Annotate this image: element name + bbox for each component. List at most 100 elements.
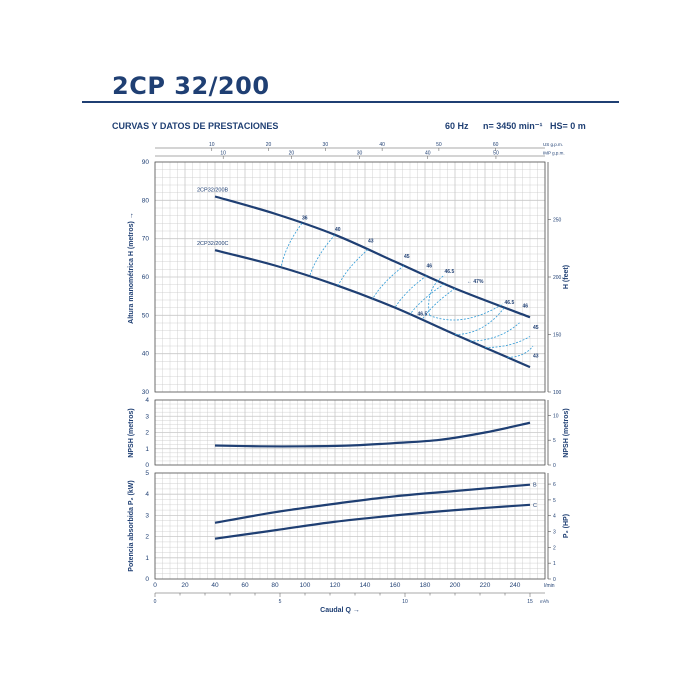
efficiency-label: 46 bbox=[523, 304, 529, 310]
efficiency-line bbox=[469, 322, 520, 342]
npsh-y-tick-label: 0 bbox=[145, 462, 149, 469]
x-tick-label: 140 bbox=[360, 582, 371, 589]
hp-axis-tick-label: 6 bbox=[553, 482, 556, 488]
efficiency-label: 46.5 bbox=[418, 311, 428, 317]
power-label-c: C bbox=[533, 503, 537, 509]
hp-axis-tick-label: 0 bbox=[553, 577, 556, 583]
efficiency-line bbox=[428, 274, 445, 316]
model-title: 2CP 32/200 bbox=[112, 72, 270, 100]
power-axis-title: Potencia absorbida P₂ (kW) bbox=[128, 480, 135, 571]
m3h-tick-label: 10 bbox=[402, 599, 408, 605]
efficiency-label: 45 bbox=[404, 254, 410, 260]
efficiency-label: 40 bbox=[335, 227, 341, 233]
imp-gpm-tick-label: 40 bbox=[425, 151, 431, 157]
npsh-y-tick-label: 4 bbox=[145, 397, 149, 404]
npsh-frame bbox=[154, 399, 546, 466]
x-tick-label: 40 bbox=[211, 582, 219, 589]
head-y-tick-label: 40 bbox=[142, 351, 150, 358]
hp-axis-title: P₂ (HP) bbox=[563, 514, 570, 538]
npsh-axis-title: NPSH (metros) bbox=[128, 408, 135, 457]
power-y-tick-label: 0 bbox=[145, 576, 149, 583]
efficiency-line bbox=[372, 265, 405, 300]
m3h-tick-label: 0 bbox=[154, 599, 157, 605]
x-axis-title: Caudal Q → bbox=[320, 607, 360, 614]
x-tick-label: 0 bbox=[153, 582, 157, 589]
efficiency-line bbox=[429, 303, 504, 321]
efficiency-label: 46 bbox=[427, 263, 433, 269]
curve-label-c: 2CP32/200C bbox=[197, 241, 229, 247]
npsh-right-axis-tick-label: 0 bbox=[553, 463, 556, 469]
npsh-right-title: NPSH (metros) bbox=[563, 408, 570, 457]
lmin-unit: l/min bbox=[544, 583, 555, 589]
power-curve-b bbox=[214, 483, 531, 524]
efficiency-line bbox=[409, 283, 445, 315]
us-gpm-tick-label: 60 bbox=[493, 142, 499, 148]
x-tick-label: 20 bbox=[181, 582, 189, 589]
power-y-tick-label: 2 bbox=[145, 534, 149, 541]
efficiency-label: 36 bbox=[302, 216, 308, 222]
power-frame bbox=[154, 472, 546, 580]
m3h-unit: m³/h bbox=[540, 599, 549, 604]
feet-axis-title: H (feet) bbox=[563, 265, 570, 289]
head-y-tick-label: 90 bbox=[142, 159, 150, 166]
head-y-tick-label: 30 bbox=[142, 389, 150, 396]
imp-gpm-tick-label: 50 bbox=[493, 151, 499, 157]
efficiency-label: 46.5 bbox=[505, 300, 515, 306]
us-gpm-tick-label: 40 bbox=[379, 142, 385, 148]
head-axis-title: Altura manométrica H (metros) → bbox=[128, 212, 135, 324]
power-y-tick-label: 5 bbox=[145, 470, 149, 477]
x-tick-label: 200 bbox=[450, 582, 461, 589]
curve-label-b: 2CP32/200B bbox=[197, 188, 229, 194]
x-tick-label: 100 bbox=[300, 582, 311, 589]
x-tick-label: 160 bbox=[390, 582, 401, 589]
head-frame bbox=[154, 161, 546, 393]
imp-gpm-tick-label: 10 bbox=[220, 151, 226, 157]
x-tick-label: 80 bbox=[271, 582, 279, 589]
hs-label: HS= 0 m bbox=[550, 121, 586, 131]
m3h-tick-label: 15 bbox=[527, 599, 533, 605]
x-tick-label: 240 bbox=[510, 582, 521, 589]
us-gpm-tick-label: 30 bbox=[323, 142, 329, 148]
us-gpm-tick-label: 10 bbox=[209, 142, 215, 148]
imp-gpm-tick-label: 20 bbox=[289, 151, 295, 157]
speed-label: n= 3450 min⁻¹ bbox=[483, 121, 543, 131]
title-rule bbox=[82, 101, 619, 103]
efficiency-label: 43 bbox=[368, 239, 374, 245]
us-gpm-tick-label: 50 bbox=[436, 142, 442, 148]
hp-axis-tick-label: 2 bbox=[553, 545, 556, 551]
efficiency-line bbox=[309, 234, 336, 277]
head-y-tick-label: 70 bbox=[142, 236, 150, 243]
imp-gpm-unit: IMP g.p.m. bbox=[543, 151, 565, 156]
head-y-tick-label: 80 bbox=[142, 197, 150, 204]
efficiency-label: 45 bbox=[533, 325, 539, 331]
npsh-right-axis-tick-label: 10 bbox=[553, 413, 559, 419]
power-y-tick-label: 4 bbox=[145, 491, 149, 498]
hp-axis-tick-label: 5 bbox=[553, 498, 556, 504]
power-y-tick-label: 3 bbox=[145, 512, 149, 519]
npsh-curve bbox=[214, 421, 531, 448]
head-y-tick-label: 60 bbox=[142, 274, 150, 281]
efficiency-line bbox=[454, 307, 505, 335]
imp-gpm-tick-label: 30 bbox=[357, 151, 363, 157]
power-label-b: B bbox=[533, 483, 537, 489]
npsh-y-tick-label: 1 bbox=[145, 446, 149, 453]
hp-axis-tick-label: 4 bbox=[553, 514, 556, 520]
npsh-y-tick-label: 2 bbox=[145, 430, 149, 437]
x-tick-label: 220 bbox=[480, 582, 491, 589]
npsh-y-tick-label: 3 bbox=[145, 413, 149, 420]
feet-axis-tick-label: 250 bbox=[553, 218, 562, 224]
hp-axis-tick-label: 3 bbox=[553, 530, 556, 536]
efficiency-label: ← 47% bbox=[467, 279, 484, 285]
us-gpm-unit: US g.p.m. bbox=[543, 142, 563, 147]
head-y-tick-label: 50 bbox=[142, 312, 150, 319]
feet-axis-tick-label: 200 bbox=[553, 275, 562, 281]
hp-axis-tick-label: 1 bbox=[553, 561, 556, 567]
head-curve-b bbox=[214, 195, 531, 319]
power-y-tick-label: 1 bbox=[145, 555, 149, 562]
x-tick-label: 120 bbox=[330, 582, 341, 589]
us-gpm-tick-label: 20 bbox=[266, 142, 272, 148]
efficiency-line bbox=[484, 336, 531, 348]
efficiency-line bbox=[394, 275, 427, 308]
feet-axis-tick-label: 100 bbox=[553, 390, 562, 396]
